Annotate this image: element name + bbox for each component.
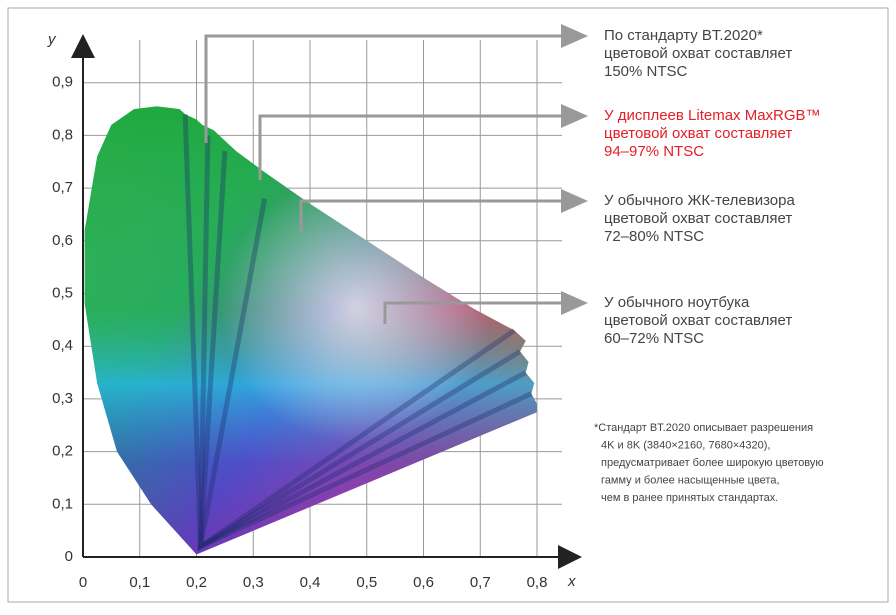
footnote-text: предусматривает более широкую цветовую [601, 457, 824, 469]
callout-text: 60–72% NTSC [604, 330, 704, 347]
x-tick-label: 0 [79, 574, 87, 591]
callout-text: 150% NTSC [604, 63, 688, 80]
y-tick-label: 0,7 [52, 179, 73, 196]
x-tick-label: 0,8 [527, 574, 548, 591]
x-tick-label: 0,6 [413, 574, 434, 591]
callout-line [260, 116, 585, 180]
callout-text: У обычного ноутбука [604, 294, 750, 311]
callout-text: По стандарту BT.2020* [604, 27, 763, 44]
footnote-text: гамму и более насыщенные цвета, [601, 474, 780, 486]
callout-text: У обычного ЖК-телевизора [604, 192, 795, 209]
x-axis-label: x [567, 573, 576, 590]
callout-text: цветовой охват составляет [604, 125, 792, 142]
callout-text: цветовой охват составляет [604, 45, 792, 62]
x-tick-label: 0,7 [470, 574, 491, 591]
y-tick-label: 0,6 [52, 232, 73, 249]
x-tick-label: 0,4 [300, 574, 321, 591]
y-axis-label: y [47, 31, 57, 48]
footnote-text: 4K и 8K (3840×2160, 7680×4320), [601, 439, 770, 451]
footnote-text: чем в ранее принятых стандартах. [601, 492, 778, 504]
diagram: 0 0,1 0,2 0,3 0,4 0,5 0,6 0,7 0,8 0 0,1 0,2 0,3 0,4 0,… [0, 0, 896, 610]
y-tick-label: 0,2 [52, 443, 73, 460]
y-tick-label: 0,9 [52, 74, 73, 91]
x-tick-label: 0,1 [129, 574, 150, 591]
y-tick-label: 0,1 [52, 495, 73, 512]
y-tick-label: 0,4 [52, 337, 73, 354]
x-tick-label: 0,3 [243, 574, 264, 591]
footnote-text: *Стандарт BT.2020 описывает разрешения [594, 422, 813, 434]
callout-text: 94–97% NTSC [604, 143, 704, 160]
y-tick-label: 0,5 [52, 284, 73, 301]
x-tick-label: 0,5 [356, 574, 377, 591]
y-tick-label: 0,8 [52, 126, 73, 143]
callout-line [206, 36, 585, 143]
callout-text: У дисплеев Litemax MaxRGB™ [604, 107, 821, 124]
callout-text: 72–80% NTSC [604, 228, 704, 245]
x-tick-label: 0,2 [186, 574, 207, 591]
y-tick-label: 0,3 [52, 390, 73, 407]
y-tick-label: 0 [65, 548, 73, 565]
callout-text: цветовой охват составляет [604, 312, 792, 329]
callout-text: цветовой охват составляет [604, 210, 792, 227]
